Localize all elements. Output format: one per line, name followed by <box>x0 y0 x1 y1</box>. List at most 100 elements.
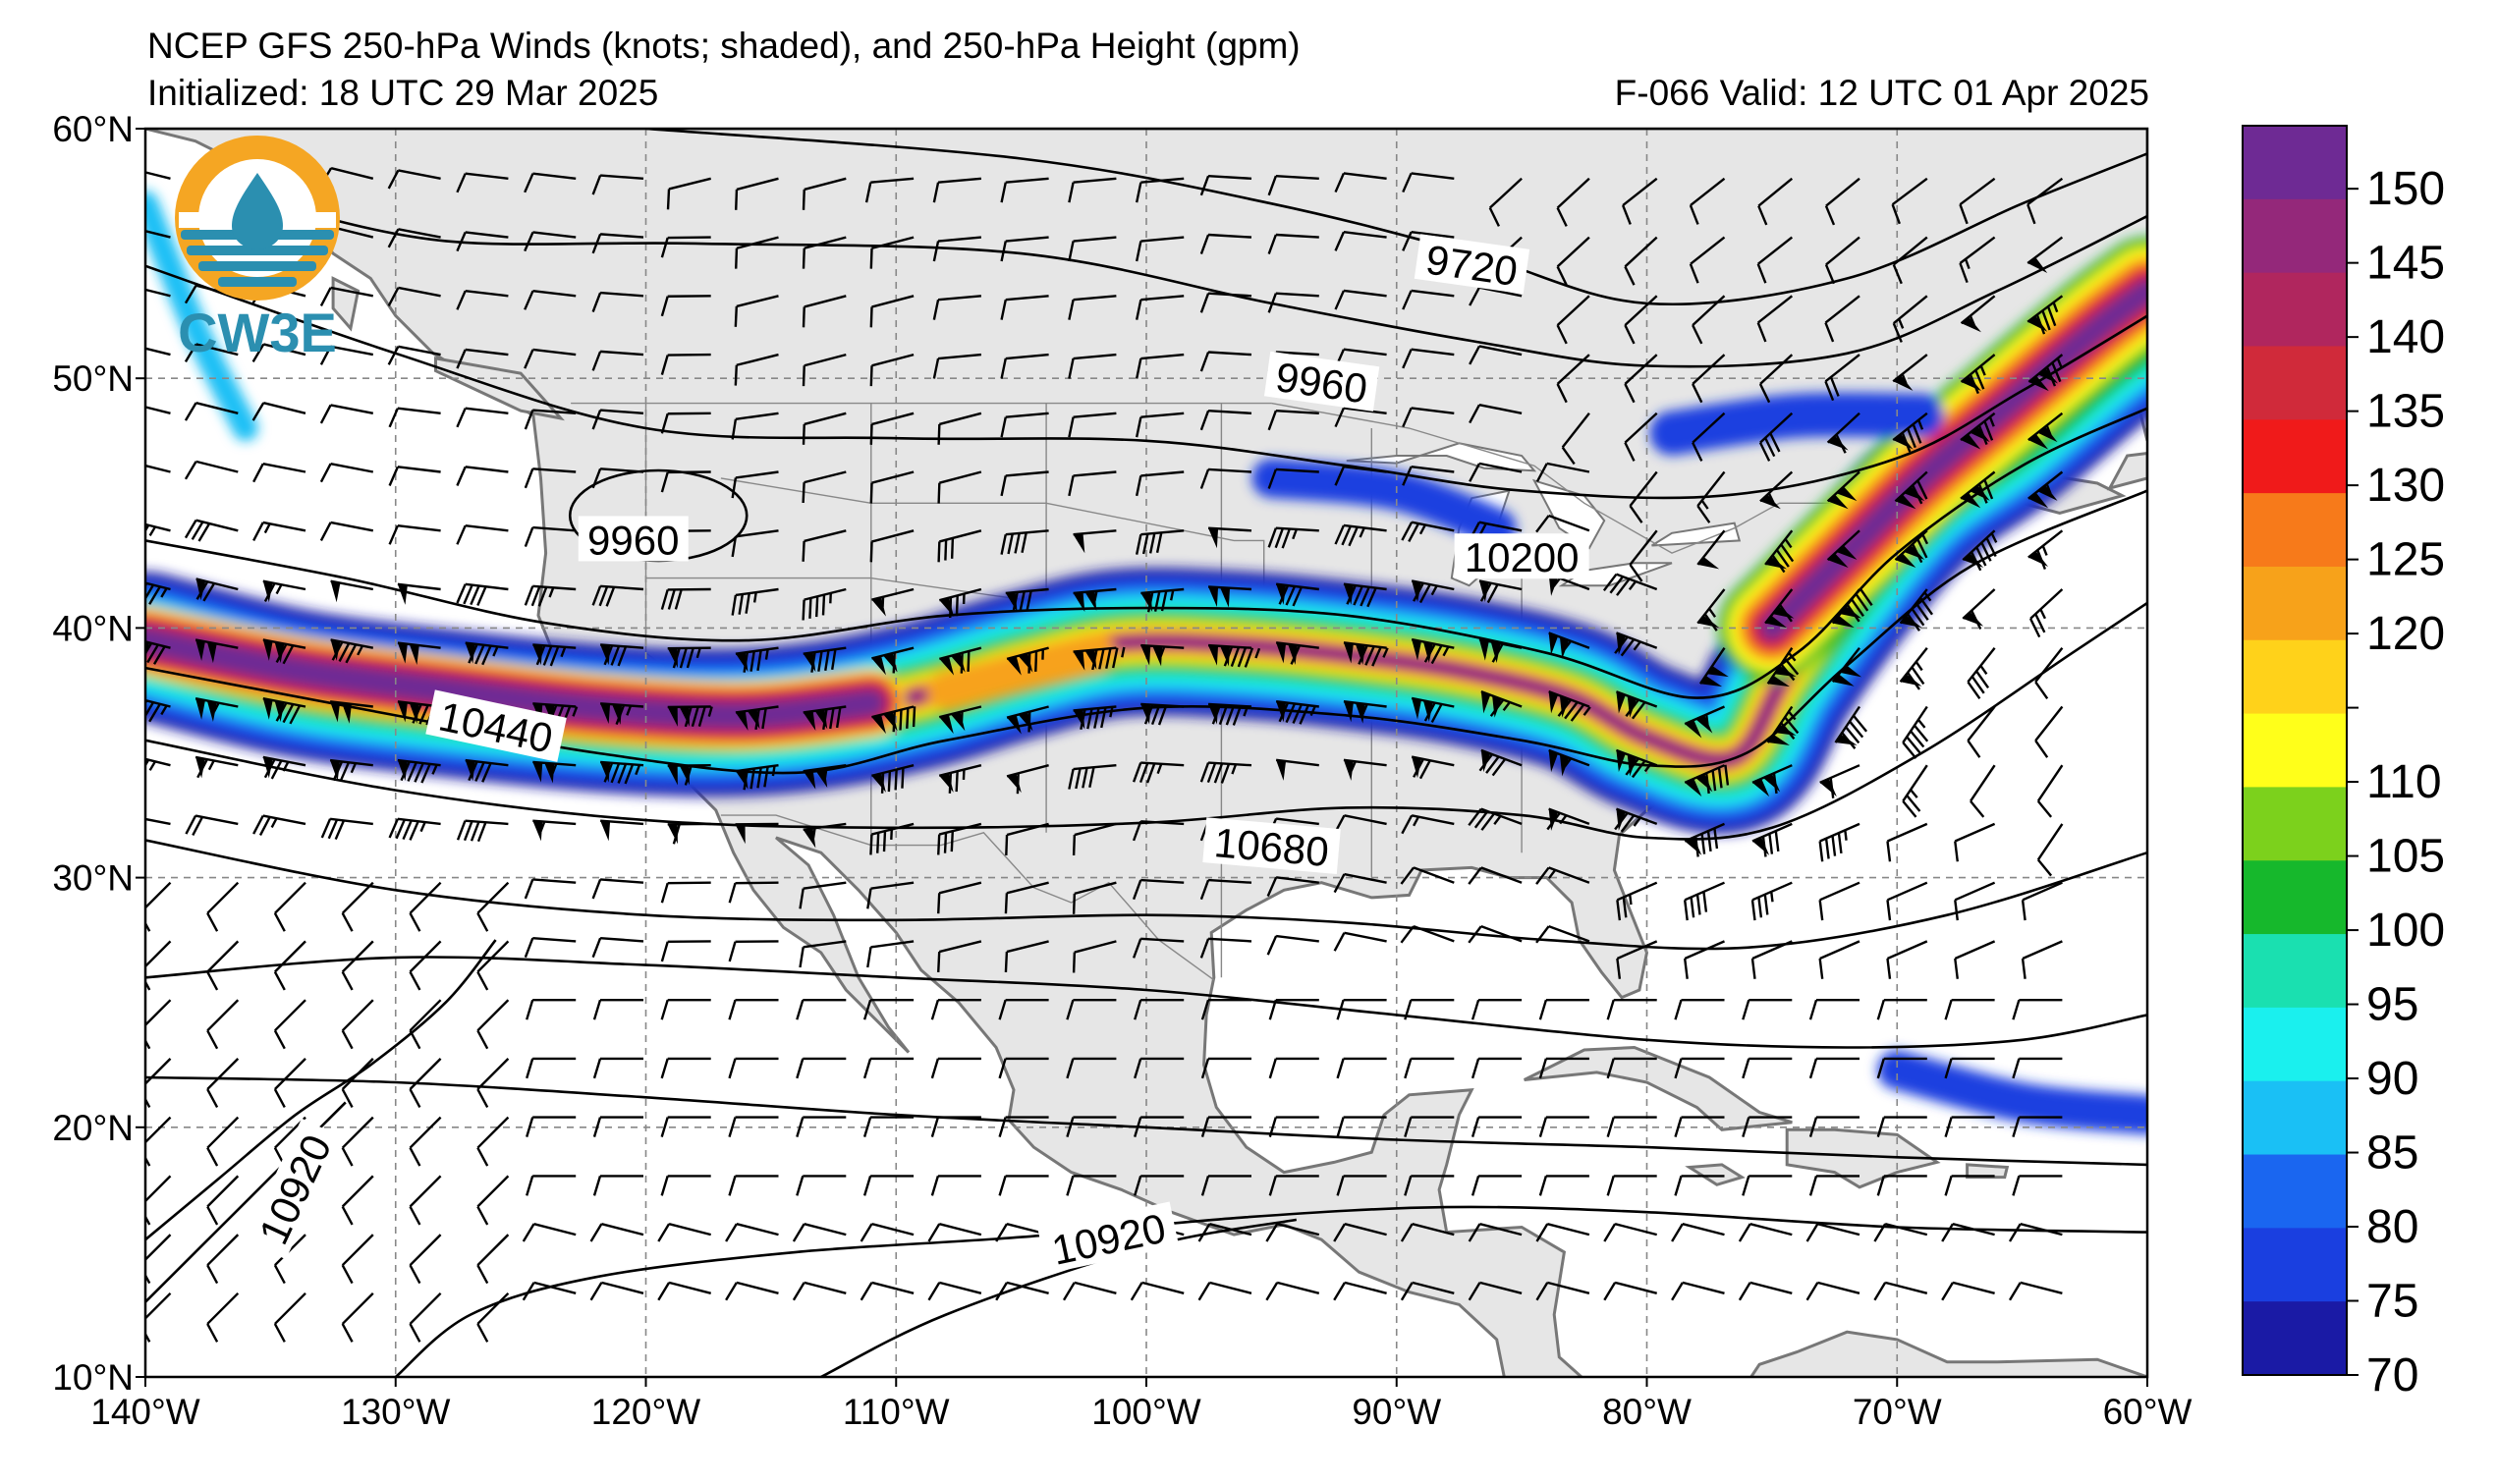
wind-barb <box>456 348 509 369</box>
barb-flag <box>330 701 341 723</box>
barb-shaft <box>145 999 172 1032</box>
barb-shaft <box>1343 407 1387 414</box>
barb-shaft <box>1006 940 1049 954</box>
barb-full <box>341 912 354 932</box>
wind-barb <box>409 999 442 1050</box>
barb-full <box>1244 647 1254 668</box>
barb-full <box>1423 702 1436 722</box>
wind-barb <box>667 822 711 845</box>
barb-full <box>1907 613 1920 632</box>
barb-full <box>1138 762 1149 784</box>
wind-barb <box>866 881 915 909</box>
barb-full <box>1430 703 1443 723</box>
barb-shaft <box>1413 866 1455 884</box>
barb-shaft <box>398 345 441 357</box>
wind-barb <box>1684 822 1725 857</box>
barb-flag <box>342 702 352 724</box>
contour-label-text: 9960 <box>587 517 679 563</box>
barb-shaft <box>533 1222 577 1237</box>
barb-full <box>1845 726 1860 744</box>
barb-shaft <box>1819 822 1860 843</box>
wind-barb <box>660 999 711 1020</box>
wind-barb <box>998 999 1049 1020</box>
barb-half <box>2041 545 2048 556</box>
barb-full <box>796 1176 805 1196</box>
wind-barb <box>1471 1116 1523 1137</box>
barb-full <box>944 539 948 561</box>
wind-barb <box>1962 529 1998 572</box>
barb-full <box>617 763 628 784</box>
wind-barb <box>1005 587 1049 613</box>
wind-barb <box>1756 295 1794 343</box>
barb-shaft <box>1749 1281 1793 1294</box>
wind-barb <box>1622 177 1658 225</box>
wind-barb <box>660 236 711 258</box>
wind-barb <box>796 999 847 1020</box>
barb-shaft <box>1343 758 1387 767</box>
barb-full <box>2008 1223 2022 1242</box>
barb-full <box>1285 585 1297 606</box>
wind-barb <box>145 284 171 298</box>
wind-barb <box>2026 177 2064 225</box>
barb-shaft <box>1684 881 1725 902</box>
barb-flag <box>2027 433 2049 450</box>
barb-full <box>476 970 489 991</box>
wind-barb <box>1471 999 1523 1020</box>
barb-shaft <box>1756 295 1794 324</box>
barb-half <box>1990 532 1998 543</box>
barb-shaft <box>871 529 915 543</box>
barb-full <box>1468 807 1482 827</box>
barb-shaft <box>1208 409 1252 414</box>
wind-barb <box>273 1292 306 1343</box>
wind-barb <box>660 412 711 434</box>
barb-full <box>1027 711 1031 733</box>
barb-shaft <box>1275 409 1319 414</box>
barb-shaft <box>330 404 374 414</box>
barb-flag <box>1208 645 1219 666</box>
barb-half <box>1921 533 1929 545</box>
wind-barb <box>1066 1057 1117 1079</box>
barb-full <box>1738 1282 1751 1301</box>
barb-flag <box>735 711 749 731</box>
barb-full <box>1975 546 1987 567</box>
barb-shaft <box>532 409 577 414</box>
wind-barb <box>592 1175 643 1196</box>
barb-full <box>1808 1176 1818 1196</box>
wind-barb <box>2026 236 2064 274</box>
wind-barb <box>1902 764 1928 818</box>
barb-full <box>1346 584 1357 605</box>
colorbar-swatch <box>2243 1154 2347 1229</box>
barb-full <box>1290 644 1302 665</box>
barb-full <box>1199 762 1210 783</box>
barb-flag <box>1751 778 1770 797</box>
barb-half <box>1493 815 1502 825</box>
barb-shaft <box>1005 529 1049 536</box>
barb-half <box>160 587 168 598</box>
wind-barb <box>194 697 239 722</box>
wind-barb <box>728 1116 779 1137</box>
height-contour-9 <box>394 1205 2147 1377</box>
barb-flag <box>1073 650 1085 671</box>
barb-flag <box>1007 715 1022 735</box>
wind-barb <box>1404 1175 1455 1196</box>
barb-shaft <box>1411 407 1455 414</box>
barb-full <box>1402 172 1413 193</box>
barb-full <box>1134 1058 1142 1079</box>
barb-half <box>1582 706 1591 716</box>
barb-full <box>998 999 1007 1020</box>
barb-shaft <box>1546 1281 1590 1294</box>
wind-barb <box>725 1281 779 1301</box>
wind-barb <box>1068 764 1117 790</box>
wind-barb <box>1894 470 1928 510</box>
barb-full <box>420 763 431 784</box>
barb-shaft <box>2036 764 2064 802</box>
barb-full <box>591 410 602 430</box>
wind-barb <box>1200 999 1251 1020</box>
barb-full <box>1756 263 1767 284</box>
barb-half <box>1969 315 1975 326</box>
barb-shaft <box>804 412 847 426</box>
wind-barb <box>532 643 577 667</box>
barb-full <box>591 351 602 371</box>
barb-full <box>1769 432 1781 453</box>
wind-barb <box>456 231 509 252</box>
